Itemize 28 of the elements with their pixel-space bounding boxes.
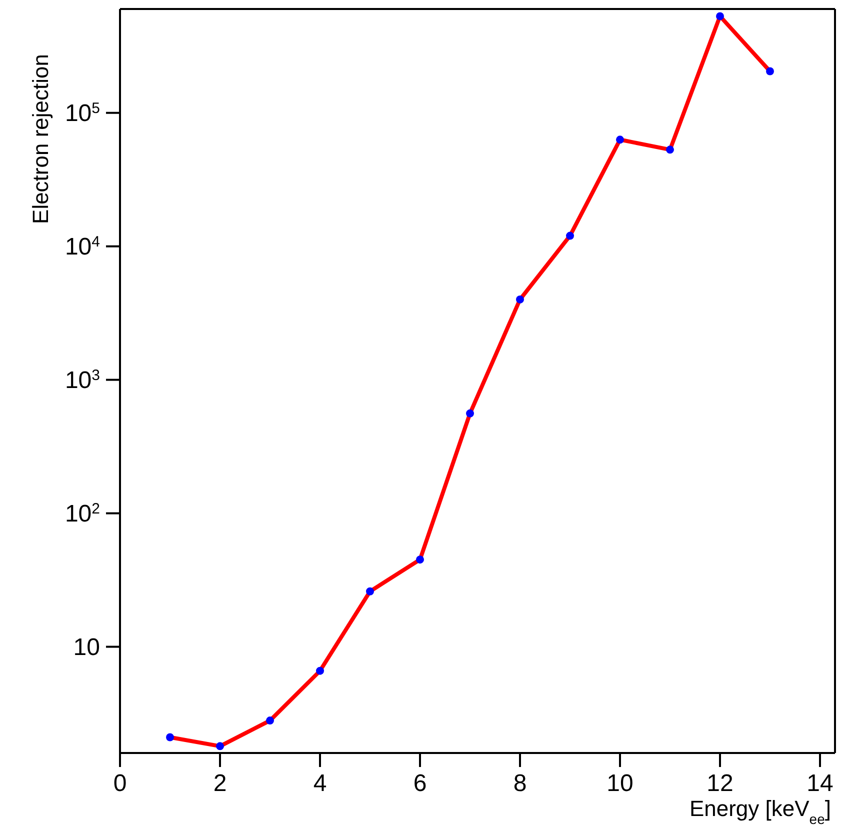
x-tick-label: 8 (513, 770, 527, 797)
x-tick-label: 4 (313, 770, 327, 797)
point (466, 409, 474, 418)
x-tick-label: 0 (113, 770, 127, 797)
x-tick-label: 6 (413, 770, 427, 797)
y-axis-title: Electron rejection (28, 54, 53, 224)
x-tick-label: 2 (213, 770, 227, 797)
y-tick-label: 10$^{3}$ (64, 366, 100, 394)
x-axis-title: Energy [keV$_{ee}$] (689, 796, 831, 827)
y-tick-label: 10$^{2}$ (64, 500, 100, 528)
point (766, 67, 774, 76)
y-tick-label: 10$^{5}$ (64, 99, 100, 127)
y-tick-label: 10$^{4}$ (64, 232, 100, 260)
point (516, 295, 524, 304)
point (666, 146, 674, 154)
x-tick-label: 12 (706, 770, 734, 797)
point (366, 587, 374, 596)
point (566, 232, 574, 240)
point (316, 666, 324, 675)
y-tick-label: 10 (73, 634, 100, 661)
x-tick-label: 10 (606, 770, 634, 797)
point (266, 716, 274, 725)
point (166, 733, 174, 742)
x-tick-label: 14 (806, 770, 834, 797)
point (416, 556, 424, 564)
point (216, 742, 224, 750)
point (716, 12, 724, 20)
point (616, 136, 624, 144)
